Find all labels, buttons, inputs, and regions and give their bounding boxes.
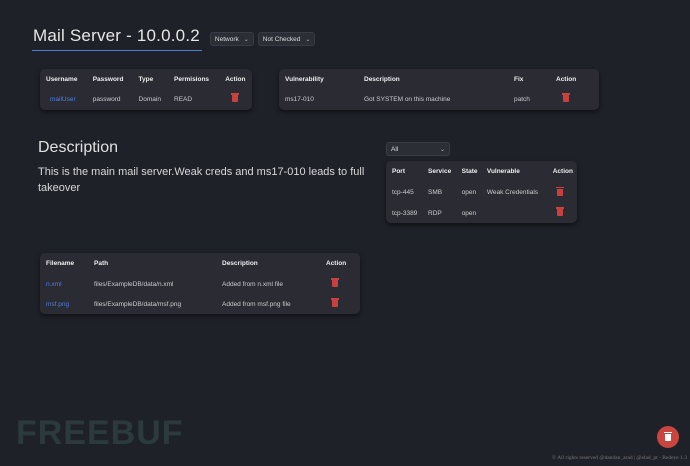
col-password: Password [92, 75, 124, 83]
service: SMB [428, 189, 443, 196]
service: RDP [428, 209, 442, 217]
table-row: msf.png files/ExampleDB/data/msf.png Added… [40, 294, 360, 314]
table-row: ms17-010 Got SYSTEM on this machine patch [279, 89, 599, 109]
trash-icon[interactable] [331, 278, 339, 287]
col-permissions: Permisions [174, 75, 210, 83]
table-row: mailUser password Domain READ [40, 89, 252, 109]
file-path: files/ExampleDB/data/msf.png [94, 300, 182, 308]
vulns-table: Vulnerability Description Fix Action ms17-0… [279, 69, 599, 110]
chevron-down-icon: ⌄ [305, 36, 311, 43]
col-action: Action [552, 168, 573, 175]
ports-table: Port Service State Vulnerable Action tcp-445… [386, 161, 577, 223]
page-title: Mail Server - 10.0.0.2 [32, 26, 202, 51]
col-fix: Fix [514, 75, 524, 83]
filename-link[interactable]: n.xml [46, 280, 62, 288]
trash-icon[interactable] [331, 298, 339, 307]
description-text: This is the main mail server.Weak creds … [38, 166, 365, 194]
table-row: n.xml files/ExampleDB/data/n.xml Added fro… [40, 274, 360, 294]
users-table: Username Password Type Permisions Action mai… [40, 69, 252, 110]
trash-icon [664, 431, 672, 441]
col-vulnerability: Vulnerability [285, 75, 324, 83]
type-select[interactable]: Network ⌄ [209, 32, 254, 46]
trash-icon[interactable] [555, 207, 564, 216]
port: tcp-445 [392, 189, 414, 196]
trash-icon[interactable] [231, 93, 240, 102]
file-description: Added from msf.png file [222, 300, 291, 308]
filename-link[interactable]: msf.png [46, 300, 70, 308]
type: Domain [138, 95, 161, 103]
state: open [461, 209, 477, 217]
col-vulnerable: Vulnerable [486, 168, 520, 175]
col-action: Action [225, 75, 246, 83]
status-select-value: Not Checked [262, 35, 301, 43]
delete-host-button[interactable] [657, 426, 679, 448]
files-table: Filename Path Description Action n.xml files… [40, 253, 360, 314]
type-select-value: Network [214, 35, 239, 43]
col-service: Service [428, 168, 452, 175]
file-description: Added from n.xml file [222, 280, 284, 288]
col-path: Path [94, 260, 109, 267]
username-link[interactable]: mailUser [50, 95, 76, 103]
status-select[interactable]: Not Checked ⌄ [257, 32, 316, 46]
vuln-fix: patch [514, 95, 530, 103]
description-title: Description [38, 139, 119, 156]
password: password [92, 95, 121, 103]
vuln-name: ms17-010 [285, 95, 314, 103]
col-filename: Filename [46, 260, 75, 267]
col-description: Description [222, 260, 258, 267]
permissions: READ [174, 95, 193, 103]
file-path: files/ExampleDB/data/n.xml [94, 280, 174, 288]
trash-icon[interactable] [555, 186, 564, 196]
chevron-down-icon: ⌄ [243, 36, 249, 43]
footer: © All rights reserved @dandan_arad | @el… [551, 455, 687, 461]
col-action: Action [556, 75, 577, 83]
col-port: Port [392, 168, 405, 175]
page-header: Mail Server - 10.0.0.2 Network ⌄ Not Chec… [32, 26, 316, 51]
col-type: Type [138, 75, 154, 83]
col-action: Action [326, 260, 347, 267]
col-state: State [461, 168, 478, 175]
col-username: Username [46, 75, 78, 83]
vulnerable: Weak Credentials [486, 189, 539, 196]
chevron-down-icon: ⌄ [439, 146, 445, 153]
vulnerable [481, 203, 547, 223]
table-row[interactable]: tcp-3389 RDP open [386, 203, 577, 223]
col-description: Description [364, 75, 400, 83]
port-filter-value: All [391, 145, 399, 153]
state: open [461, 189, 477, 196]
vuln-description: Got SYSTEM on this machine [364, 95, 451, 103]
watermark: FREEBUF [16, 414, 184, 452]
port: tcp-3389 [392, 209, 418, 217]
port-filter-select[interactable]: All ⌄ [386, 142, 450, 156]
trash-icon[interactable] [562, 93, 570, 102]
table-row[interactable]: tcp-445 SMB open Weak Credentials [386, 182, 577, 203]
header-selects: Network ⌄ Not Checked ⌄ [209, 32, 316, 46]
